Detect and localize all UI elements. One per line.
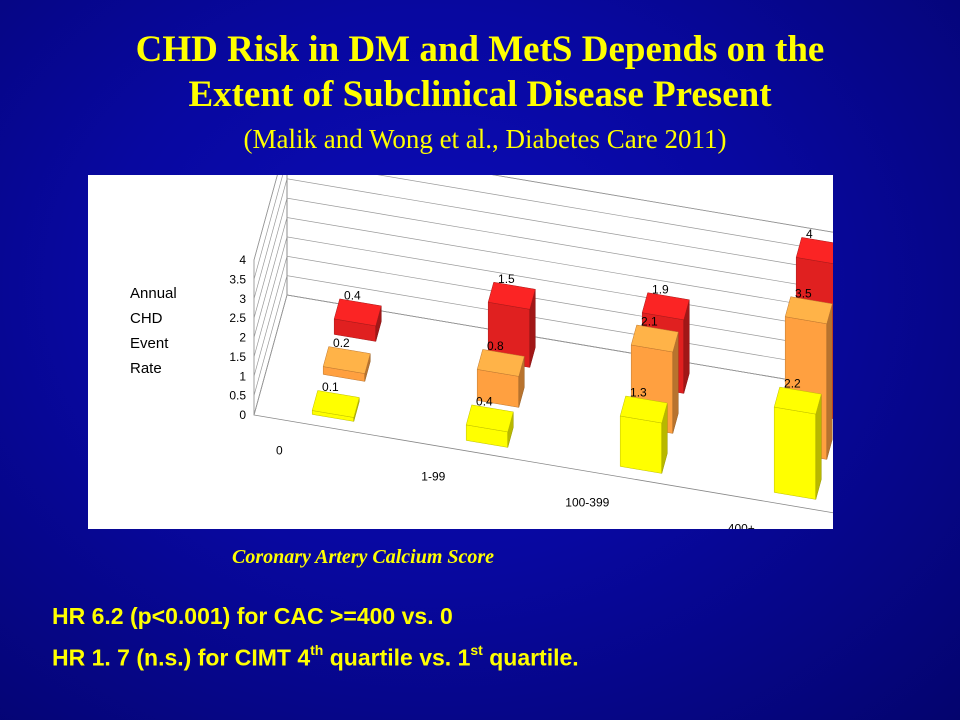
bar-value-label: 2.1 xyxy=(641,315,658,329)
chart-walls xyxy=(253,175,833,514)
bar-value-label: 0.8 xyxy=(487,339,504,353)
gridline xyxy=(253,178,833,299)
gridline xyxy=(253,236,833,357)
bar xyxy=(333,298,382,342)
y-tick-label: 0 xyxy=(239,408,246,422)
bar-top-face xyxy=(476,349,525,377)
citation: (Malik and Wong et al., Diabetes Care 20… xyxy=(243,124,727,154)
bar xyxy=(773,386,822,500)
bar xyxy=(619,395,668,474)
bar xyxy=(322,346,371,382)
bar-value-label: 1.5 xyxy=(498,272,515,286)
y-tick-label: 3 xyxy=(239,292,246,306)
bar-front-face xyxy=(773,406,817,500)
bar-top-face xyxy=(333,298,382,327)
bar-value-label: 0.1 xyxy=(322,380,339,394)
bar-top-face xyxy=(487,281,536,310)
bar-top-face xyxy=(465,404,514,433)
y-tick-label: 0.5 xyxy=(229,389,246,403)
chart-panel: 0 0.5 1 1.5 2 2.5 3 3.5 4 Annual CHD Event Rate 0 1-99… xyxy=(88,175,833,529)
gridline xyxy=(253,275,833,396)
y-tick-label: 1.5 xyxy=(229,350,246,364)
bar-value-label: 1.9 xyxy=(652,282,669,296)
bar-value-label: 1.3 xyxy=(630,386,647,400)
y-tick-label: 4 xyxy=(239,253,246,267)
bar xyxy=(311,390,360,422)
bar-side-face xyxy=(826,303,833,460)
bar-value-label: 4 xyxy=(806,227,813,241)
y-tick-label: 2 xyxy=(239,331,246,345)
bar xyxy=(476,349,525,408)
gridline xyxy=(253,197,833,319)
x-category-label: 0 xyxy=(276,444,283,458)
bar xyxy=(487,281,536,368)
side-wall xyxy=(253,175,288,416)
y-axis-label-line: CHD xyxy=(130,310,163,327)
bar-value-label: 3.5 xyxy=(795,286,812,300)
note-superscript: st xyxy=(470,642,483,658)
bar-value-label: 0.4 xyxy=(476,394,493,408)
slide-title-line-1: CHD Risk in DM and MetS Depends on the xyxy=(135,29,825,70)
bar-top-face xyxy=(641,292,690,321)
bar xyxy=(465,404,514,448)
note-text: HR 1. 7 (n.s.) for CIMT 4 xyxy=(52,644,311,671)
bar-top-face xyxy=(784,296,833,325)
y-tick-label: 2.5 xyxy=(229,311,246,325)
chart-3d-bar: 0 0.5 1 1.5 2 2.5 3 3.5 4 Annual CHD Event Rate 0 1-99… xyxy=(130,175,833,529)
bar-front-face xyxy=(619,415,663,474)
gridline xyxy=(253,294,833,416)
y-axis-label-line: Event xyxy=(130,335,169,352)
x-axis-caption: Coronary Artery Calcium Score xyxy=(232,546,495,568)
bar-top-face xyxy=(619,395,668,424)
bar-top-face xyxy=(773,386,822,415)
bar-value-label: 2.2 xyxy=(784,377,801,391)
y-tick-label: 1 xyxy=(239,369,246,383)
y-axis-label-line: Annual xyxy=(130,285,177,302)
note-text: quartile. xyxy=(482,644,579,671)
note-superscript: th xyxy=(310,642,324,658)
bar-top-face xyxy=(322,346,371,374)
bar-top-face xyxy=(795,237,833,264)
x-category-label: 400+ xyxy=(728,522,755,529)
y-tick-label: 3.5 xyxy=(229,272,246,286)
y-axis-label-line: Rate xyxy=(130,360,162,377)
bar-value-label: 0.4 xyxy=(344,288,361,302)
note-text: quartile vs. 1 xyxy=(323,644,471,671)
gridline xyxy=(253,217,833,338)
bar-value-label: 0.2 xyxy=(333,336,350,350)
bar-top-face xyxy=(311,390,360,418)
hazard-ratio-note-cimt: HR 1. 7 (n.s.) for CIMT 4th quartile vs.… xyxy=(52,642,579,672)
gridline xyxy=(253,175,833,280)
bar-top-face xyxy=(630,324,679,353)
hazard-ratio-note-cac: HR 6.2 (p<0.001) for CAC >=400 vs. 0 xyxy=(52,603,453,629)
x-category-label: 1-99 xyxy=(421,470,445,484)
gridline xyxy=(253,255,833,377)
x-category-label: 100-399 xyxy=(565,496,609,510)
slide-title-line-2: Extent of Subclinical Disease Present xyxy=(188,74,772,115)
gridline xyxy=(253,175,833,261)
